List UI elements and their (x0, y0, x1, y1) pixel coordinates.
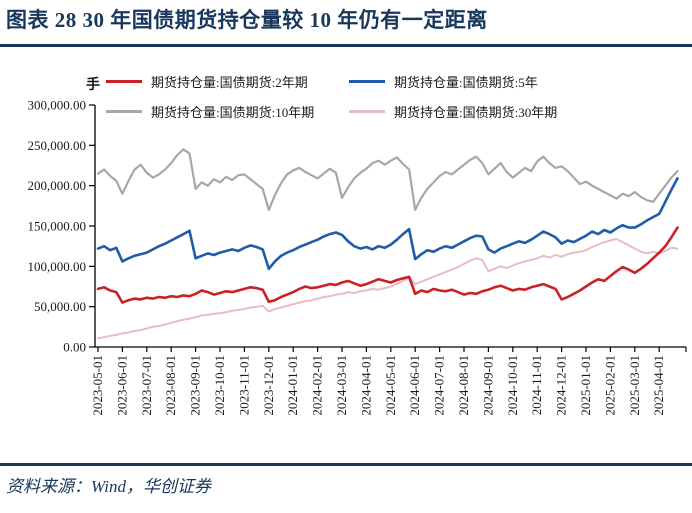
series-line-2 (96, 148, 679, 211)
y-axis-unit-label: 手 (86, 78, 100, 93)
x-tick-label: 2024-04-01 (358, 355, 373, 416)
x-tick-label: 2025-01-01 (578, 355, 593, 416)
x-tick-label: 2024-11-01 (529, 355, 544, 415)
x-tick-label: 2025-03-01 (627, 355, 642, 416)
x-tick-label: 2024-03-01 (334, 355, 349, 416)
chart-legend: 期货持仓量:国债期货:2年期 期货持仓量:国债期货:5年期货持仓量:国债期货:10… (106, 72, 666, 121)
legend-item-0: 期货持仓量:国债期货:2年期 (106, 72, 349, 91)
x-tick-label: 2024-10-01 (505, 355, 520, 416)
x-tick-label: 2025-04-01 (651, 355, 666, 416)
legend-marker-icon (106, 110, 142, 113)
title-divider (0, 44, 692, 47)
x-tick-label: 2024-01-01 (285, 355, 300, 416)
x-tick-label: 2023-06-01 (114, 355, 129, 416)
x-tick-label: 2023-07-01 (139, 355, 154, 416)
x-tick-label: 2023-09-01 (188, 355, 203, 416)
chart-canvas: 0.00 50,000.00 100,000.00 150,000.00 200,000… (28, 98, 687, 416)
series-line-3 (97, 237, 679, 340)
x-tick-label: 2023-05-01 (90, 355, 105, 416)
y-tick-label: 0.00 (63, 340, 86, 355)
x-tick-label: 2024-02-01 (310, 355, 325, 416)
series-line-1 (96, 177, 679, 271)
y-tick-label: 250,000.00 (28, 138, 87, 153)
x-tick-label: 2024-06-01 (407, 355, 422, 416)
series-line-0 (96, 226, 679, 304)
legend-label: 期货持仓量:国债期货:10年期 (151, 105, 315, 120)
legend-item-2: 期货持仓量:国债期货:10年期 (106, 102, 349, 121)
legend-item-3: 期货持仓量:国债期货:30年期 (349, 102, 666, 121)
source-note: 资料来源：Wind，华创证券 (6, 477, 211, 496)
y-tick-label: 200,000.00 (28, 178, 87, 193)
x-tick-label: 2023-11-01 (236, 355, 251, 415)
y-tick-label: 300,000.00 (28, 98, 87, 113)
footer-divider (0, 463, 692, 466)
legend-marker-icon (349, 110, 385, 113)
legend-label: 期货持仓量:国债期货:5年 (394, 75, 538, 90)
page-title: 图表 28 30 年国债期货持仓量较 10 年仍有一定距离 (6, 8, 488, 32)
x-tick-label: 2023-10-01 (212, 355, 227, 416)
legend-label: 期货持仓量:国债期货:30年期 (394, 105, 558, 120)
x-tick-label: 2024-12-01 (554, 355, 569, 416)
x-tick-label: 2024-07-01 (432, 355, 447, 416)
x-tick-label: 2024-05-01 (383, 355, 398, 416)
chart: 0.00 50,000.00 100,000.00 150,000.00 200,000… (0, 60, 692, 458)
y-tick-label: 50,000.00 (34, 299, 86, 314)
x-tick-label: 2025-02-01 (602, 355, 617, 416)
x-tick-label: 2023-12-01 (261, 355, 276, 416)
y-tick-label: 150,000.00 (28, 219, 87, 234)
x-tick-label: 2024-09-01 (480, 355, 495, 416)
x-tick-label: 2024-08-01 (456, 355, 471, 416)
legend-marker-icon (349, 80, 385, 83)
x-tick-label: 2023-08-01 (163, 355, 178, 416)
y-tick-label: 100,000.00 (28, 259, 87, 274)
legend-label: 期货持仓量:国债期货:2年期 (151, 75, 308, 90)
legend-marker-icon (106, 80, 142, 83)
legend-item-1: 期货持仓量:国债期货:5年 (349, 72, 666, 91)
